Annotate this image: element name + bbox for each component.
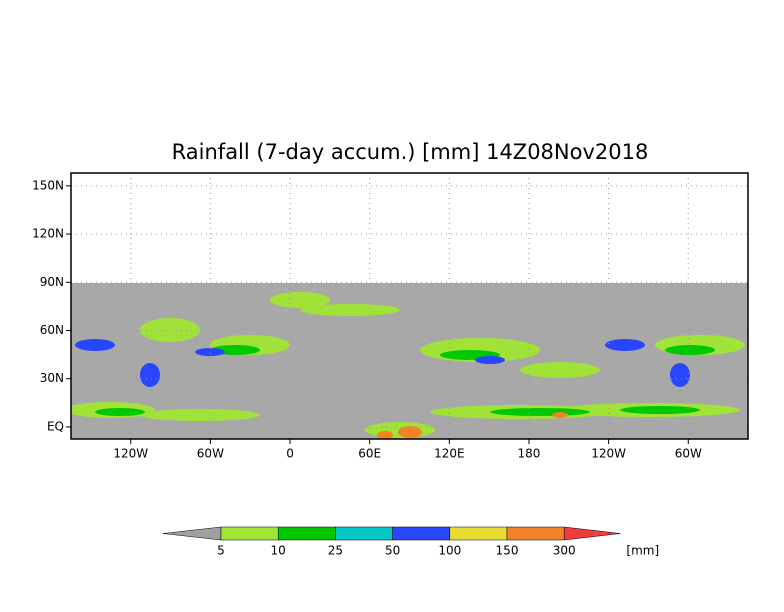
x-tick-label: 0 (286, 447, 294, 461)
x-tick-label: 60W (675, 447, 702, 461)
x-tick-label: 120E (434, 447, 465, 461)
colorbar-box (277, 526, 336, 541)
rain-field (71, 283, 748, 439)
colorbar-box (392, 526, 451, 541)
y-tick-label: 120N (32, 227, 64, 241)
y-tick-label: 150N (32, 178, 64, 192)
x-tick-label: 180 (518, 447, 541, 461)
colorbar-box (506, 526, 565, 541)
colorbar-arrow-high (563, 526, 621, 541)
colorbar-label: 150 (496, 544, 519, 558)
colorbar-label: 25 (328, 544, 343, 558)
colorbar-label: 10 (271, 544, 286, 558)
colorbar-box (335, 526, 393, 541)
x-tick-label: 120W (591, 447, 626, 461)
colorbar-box (449, 526, 508, 541)
y-tick-label: 90N (40, 275, 64, 289)
colorbar-label: 100 (438, 544, 461, 558)
colorbar-label: 50 (385, 544, 400, 558)
colorbar-label: 300 (553, 544, 576, 558)
y-tick-label: 30N (40, 371, 64, 385)
colorbar-box (220, 526, 279, 541)
colorbar-arrow-low (162, 526, 222, 541)
map-frame (70, 172, 749, 440)
x-tick-label: 60E (358, 447, 381, 461)
colorbar: 5 10 25 50 100 150 300 [mm] (162, 526, 659, 558)
map-title: Rainfall (7-day accum.) [mm] 14Z08Nov201… (172, 140, 649, 164)
y-tick-label: EQ (47, 419, 64, 433)
x-tick-label: 120W (113, 447, 148, 461)
colorbar-unit: [mm] (626, 544, 659, 558)
y-tick-label: 60N (40, 323, 64, 337)
colorbar-label: 5 (217, 544, 225, 558)
x-tick-label: 60W (197, 447, 224, 461)
